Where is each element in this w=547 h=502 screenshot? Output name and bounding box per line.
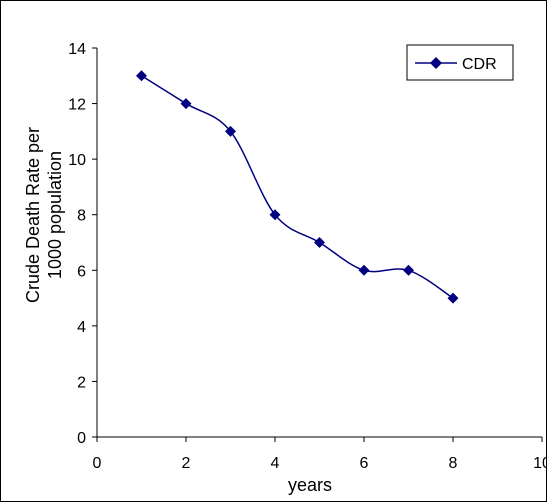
series-layer xyxy=(136,70,459,304)
y-axis-title-line-1: Crude Death Rate per xyxy=(23,127,43,303)
x-tick-label: 2 xyxy=(182,455,191,472)
x-tick-label: 4 xyxy=(271,455,280,472)
x-axis-title: years xyxy=(288,475,332,495)
series-line-cdr xyxy=(141,75,454,299)
legend-marker xyxy=(430,57,442,69)
data-point-marker xyxy=(269,209,281,221)
data-point-marker xyxy=(358,264,370,276)
y-tick-label: 12 xyxy=(68,97,86,114)
x-tick-label: 10 xyxy=(533,455,546,472)
data-point-marker xyxy=(314,237,325,248)
y-tick-label: 6 xyxy=(77,263,86,280)
x-tick-label: 6 xyxy=(360,455,369,472)
y-tick-label: 10 xyxy=(68,152,86,169)
data-point-marker xyxy=(447,292,459,304)
data-point-marker xyxy=(180,98,192,110)
y-axis-title: Crude Death Rate per 1000 population xyxy=(23,127,65,303)
y-tick-label: 0 xyxy=(77,430,86,447)
data-point-marker xyxy=(136,70,147,82)
legend-label-cdr: CDR xyxy=(462,56,497,73)
y-tick-label: 4 xyxy=(77,319,86,336)
axes: 0 2 4 6 8 10 12 14 0 2 4 6 8 10 xyxy=(68,41,546,472)
legend: CDR xyxy=(406,44,514,81)
legend-box xyxy=(406,44,514,81)
y-tick-label: 2 xyxy=(77,374,86,391)
data-point-marker xyxy=(403,264,414,276)
x-tick-label: 0 xyxy=(93,455,102,472)
data-point-marker xyxy=(225,125,236,137)
y-tick-label: 8 xyxy=(77,208,86,225)
x-tick-label: 8 xyxy=(449,455,458,472)
y-tick-label: 14 xyxy=(68,41,86,58)
y-axis-title-line-2: 1000 population xyxy=(45,151,65,279)
